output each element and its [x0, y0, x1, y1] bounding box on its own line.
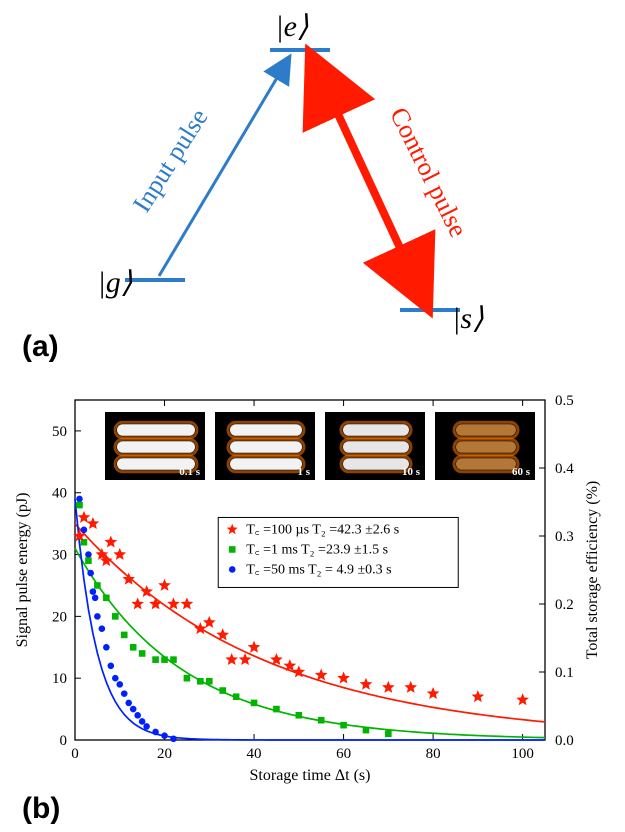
marker-circle [99, 625, 106, 632]
marker-square [233, 693, 240, 700]
marker-circle [229, 566, 236, 573]
marker-circle [81, 527, 88, 534]
panel-b-chart: 0 20 40 60 80 100 0 10 20 30 40 50 0.0 0.1 0.2 0.3 0.4 0.… [0, 380, 625, 800]
x-tick-label: 0 [71, 746, 79, 762]
marker-circle [134, 712, 141, 719]
x-tick-label: 100 [511, 746, 534, 762]
marker-square [170, 656, 177, 663]
legend-label: T꜀ =50 ms T₂ = 4.9 ±0.3 s [246, 562, 391, 577]
marker-circle [94, 613, 101, 620]
label-level-g: |g⟩ [98, 266, 133, 299]
marker-square [121, 632, 128, 639]
yR-tick-label: 0.1 [555, 665, 574, 681]
marker-square [273, 706, 280, 713]
marker-circle [90, 588, 97, 595]
label-level-s: |s⟩ [452, 302, 484, 335]
yR-tick-label: 0.0 [555, 733, 574, 749]
marker-circle [103, 644, 110, 651]
marker-circle [85, 551, 92, 558]
marker-square [85, 557, 92, 564]
yL-tick-label: 40 [52, 486, 67, 502]
inset-label: 60 s [512, 466, 531, 478]
marker-square [161, 656, 168, 663]
yL-tick-label: 10 [52, 671, 67, 687]
yR-tick-label: 0.4 [555, 461, 574, 477]
marker-circle [170, 735, 177, 742]
marker-circle [92, 595, 99, 602]
yR-tick-label: 0.3 [555, 529, 574, 545]
marker-square [318, 717, 325, 724]
marker-square [197, 678, 204, 685]
marker-circle [87, 570, 94, 577]
yR-axis-label: Total storage efficiency (%) [584, 481, 601, 660]
marker-square [76, 502, 83, 509]
marker-square [94, 582, 101, 589]
inset-label: 0.1 s [179, 466, 201, 478]
marker-circle [152, 729, 159, 736]
marker-circle [112, 675, 119, 682]
x-tick-label: 20 [157, 746, 172, 762]
panel-a-diagram: |g⟩ |e⟩ |s⟩ Input pulse Control pulse [0, 0, 625, 360]
x-axis-label: Storage time Δt (s) [250, 767, 371, 784]
panel-b-label: (b) [22, 792, 60, 826]
marker-square [296, 712, 303, 719]
x-tick-label: 80 [426, 746, 441, 762]
marker-circle [121, 690, 128, 697]
marker-circle [130, 706, 137, 713]
legend-label: T꜀ =100 µs T₂ =42.3 ±2.6 s [246, 522, 399, 537]
marker-square [229, 546, 236, 553]
yL-tick-label: 30 [52, 548, 67, 564]
x-tick-label: 60 [336, 746, 351, 762]
marker-square [251, 700, 258, 707]
marker-square [139, 650, 146, 657]
marker-circle [76, 496, 83, 503]
yR-tick-label: 0.2 [555, 597, 574, 613]
marker-square [152, 656, 159, 663]
marker-circle [125, 700, 132, 707]
control-arrow-label: Control pulse [384, 103, 473, 242]
input-arrow-label: Input pulse [127, 104, 214, 218]
marker-circle [143, 723, 150, 730]
marker-circle [161, 732, 168, 739]
x-tick-label: 40 [247, 746, 262, 762]
marker-square [219, 687, 226, 694]
marker-square [103, 595, 110, 602]
panel-a-label: (a) [22, 330, 59, 364]
yL-tick-label: 50 [52, 424, 67, 440]
yR-tick-label: 0.5 [555, 393, 574, 409]
inset-label: 1 s [297, 466, 310, 478]
marker-circle [108, 663, 115, 670]
marker-square [184, 675, 191, 682]
marker-square [130, 644, 137, 651]
marker-circle [139, 718, 146, 725]
legend: T꜀ =100 µs T₂ =42.3 ±2.6 s T꜀ =1 ms T₂ =2… [218, 517, 458, 587]
marker-square [112, 613, 119, 620]
yL-tick-label: 0 [60, 733, 68, 749]
inset-label: 10 s [402, 466, 421, 478]
marker-square [363, 727, 370, 734]
marker-square [340, 722, 347, 729]
marker-circle [116, 681, 123, 688]
yL-tick-label: 20 [52, 609, 67, 625]
legend-label: T꜀ =1 ms T₂ =23.9 ±1.5 s [246, 542, 388, 557]
label-level-e: |e⟩ [275, 10, 309, 43]
control-arrow [312, 58, 426, 304]
marker-square [206, 678, 213, 685]
yL-axis-label: Signal pulse energy (pJ) [14, 493, 31, 648]
marker-square [385, 731, 392, 738]
